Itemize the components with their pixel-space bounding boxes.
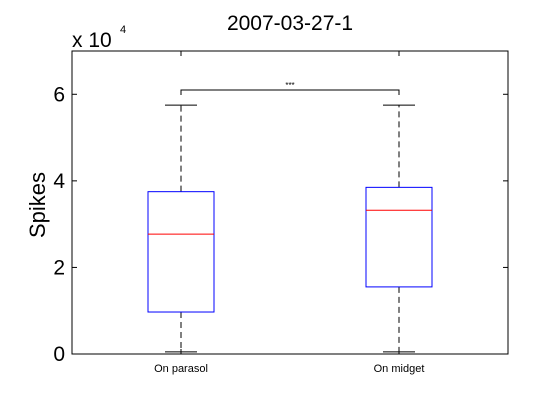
y-tick-label: 2 (53, 256, 65, 279)
axes-frame (71, 50, 509, 355)
box (147, 191, 215, 313)
x-tick-label: On parasol (154, 363, 208, 375)
y-axis-label: Spikes (25, 172, 50, 238)
y-multiplier-base: x 10 (72, 29, 112, 52)
chart-title: 2007-03-27-1 (227, 12, 353, 35)
y-tick-label: 6 (53, 83, 65, 106)
box (365, 186, 433, 288)
significance-label: *** (285, 81, 294, 90)
y-tick-label: 4 (53, 170, 65, 193)
chart-marks: 0 2 4 6 On parasol On midget *** (53, 51, 508, 375)
x-tick-label: On midget (374, 363, 425, 375)
y-tick-label: 0 (53, 343, 65, 366)
y-multiplier-exponent: 4 (120, 24, 126, 36)
significance-bracket (180, 89, 400, 95)
